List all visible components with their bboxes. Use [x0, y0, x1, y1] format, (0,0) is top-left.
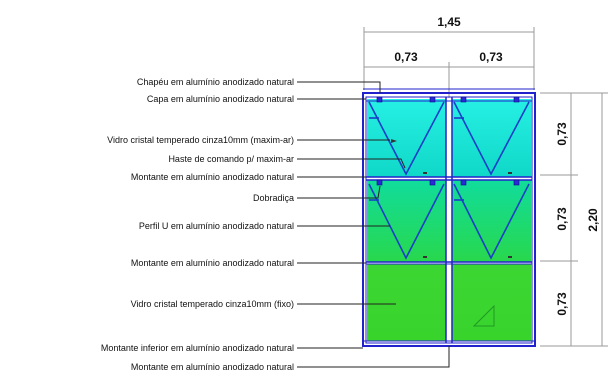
hinge-mid-1 — [376, 179, 383, 186]
glass-fixed-right — [452, 264, 531, 341]
label-vidro-fixo: Vidro cristal temperado cinza10mm (fixo) — [131, 299, 294, 309]
dimension-pane-width-left: 0,73 — [394, 50, 418, 64]
glass-top-left — [367, 99, 446, 177]
label-vidro-maxim-ar: Vidro cristal temperado cinza10mm (maxim… — [107, 135, 294, 145]
glass-fixed-left — [367, 264, 446, 341]
hinge-top-1 — [376, 96, 383, 103]
label-perfil-u: Perfil U em alumínio anodizado natural — [139, 221, 294, 231]
dimension-row-height-bottom: 0,73 — [555, 292, 569, 316]
glass-middle-right — [452, 180, 531, 262]
dimension-total-height: 2,20 — [586, 208, 600, 232]
hinge-mid-3 — [460, 179, 467, 186]
dimension-row-height-top: 0,73 — [555, 122, 569, 146]
annotation-labels: Chapéu em alumínio anodizado natural Cap… — [101, 77, 294, 372]
dimension-total-width: 1,45 — [437, 15, 461, 29]
hinge-top-2 — [429, 96, 436, 103]
label-haste-comando: Haste de comando p/ maxim-ar — [168, 154, 294, 164]
hinge-mid-4 — [513, 179, 520, 186]
glass-top-right — [452, 99, 531, 177]
label-capa: Capa em alumínio anodizado natural — [147, 94, 294, 104]
hinge-top-3 — [460, 96, 467, 103]
label-montante-3: Montante em alumínio anodizado natural — [131, 362, 294, 372]
opening-indicators — [368, 101, 530, 260]
fixed-glass-mark — [472, 304, 495, 327]
label-dobradica: Dobradiça — [253, 193, 294, 203]
hinge-top-4 — [513, 96, 520, 103]
glass-panes — [367, 99, 531, 341]
label-chapeu: Chapéu em alumínio anodizado natural — [137, 77, 294, 87]
dimension-row-height-middle: 0,73 — [555, 207, 569, 231]
handle-marks — [391, 139, 512, 258]
label-montante-2: Montante em alumínio anodizado natural — [131, 258, 294, 268]
window-frame — [362, 88, 536, 347]
hinge-mid-2 — [429, 179, 436, 186]
glass-middle-left — [367, 180, 446, 262]
hinges — [376, 96, 520, 186]
top-dimensions: 1,45 0,73 0,73 — [363, 15, 535, 98]
leader-lines — [297, 81, 450, 368]
dimension-pane-width-right: 0,73 — [479, 50, 503, 64]
label-montante-inferior: Montante inferior em alumínio anodizado … — [101, 343, 294, 353]
right-dimensions: 0,73 0,73 0,73 2,20 — [540, 92, 608, 347]
label-montante-1: Montante em alumínio anodizado natural — [131, 172, 294, 182]
